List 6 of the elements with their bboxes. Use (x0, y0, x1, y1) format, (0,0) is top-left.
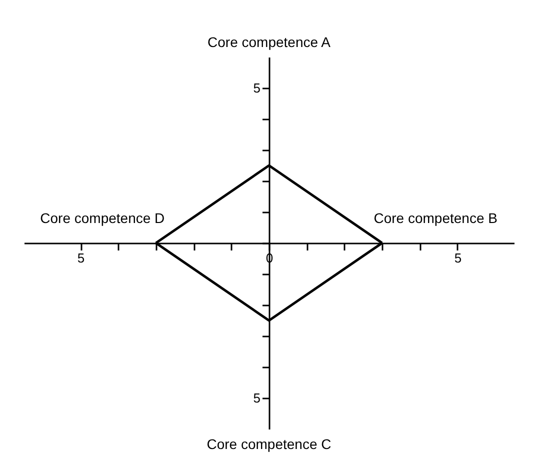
annotation: Core competence B (374, 210, 498, 226)
x-tick-label: 5 (77, 250, 85, 266)
text: Core competence C (206, 436, 332, 452)
annotation: Core competence D (40, 210, 165, 226)
x-tick-label: 5 (454, 250, 462, 266)
text: Core competence A (208, 34, 332, 50)
